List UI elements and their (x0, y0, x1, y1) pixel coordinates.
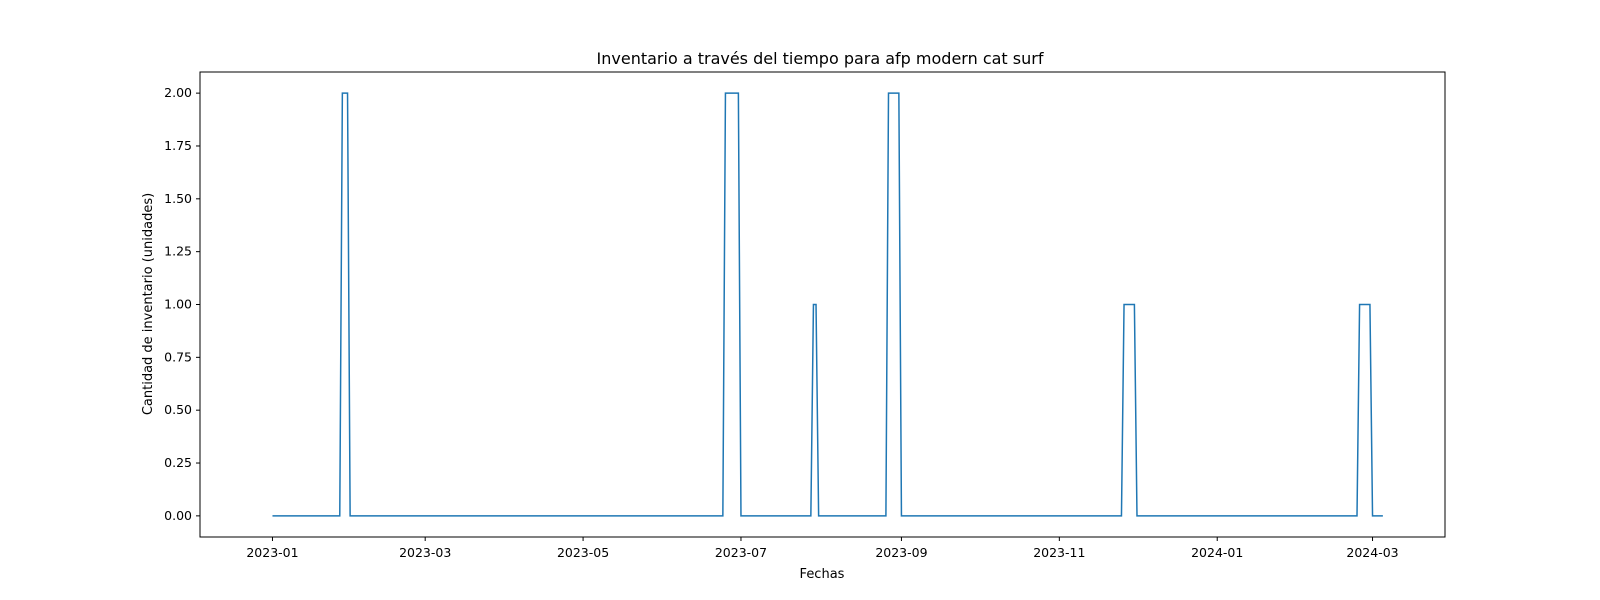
x-tick-label: 2024-01 (1191, 545, 1243, 560)
x-tick-label: 2023-05 (557, 545, 609, 560)
y-tick-label: 1.50 (164, 191, 192, 206)
chart-title: Inventario a través del tiempo para afp … (597, 49, 1044, 68)
x-tick-label: 2023-01 (246, 545, 298, 560)
x-tick-label: 2023-03 (399, 545, 451, 560)
y-tick-label: 0.25 (164, 455, 192, 470)
y-axis-label: Cantidad de inventario (unidades) (141, 193, 156, 415)
y-tick-label: 1.00 (164, 297, 192, 312)
x-tick-label: 2023-07 (715, 545, 767, 560)
y-tick-label: 0.50 (164, 402, 192, 417)
y-tick-label: 1.75 (164, 138, 192, 153)
x-tick-label: 2023-09 (875, 545, 927, 560)
y-tick-label: 2.00 (164, 85, 192, 100)
y-tick-label: 1.25 (164, 244, 192, 259)
y-axis: 0.00 0.25 0.50 0.75 1.00 1.25 1.50 1.75 2.00 (164, 85, 200, 523)
x-axis-label: Fechas (800, 567, 845, 582)
x-tick-label: 2024-03 (1346, 545, 1398, 560)
plot-frame (199, 71, 1446, 538)
x-axis: 2023-01 2023-03 2023-05 2023-07 2023-09 2023-… (246, 537, 1399, 560)
inventory-series-line (272, 92, 1383, 517)
y-tick-label: 0.00 (164, 508, 192, 523)
x-tick-label: 2023-11 (1033, 545, 1085, 560)
y-tick-label: 0.75 (164, 349, 192, 364)
